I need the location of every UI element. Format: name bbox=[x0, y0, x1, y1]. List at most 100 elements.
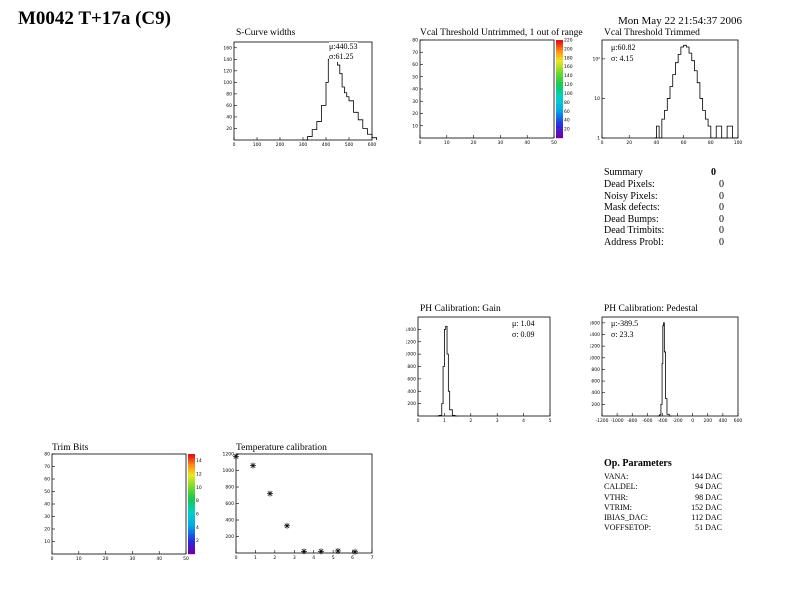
y-tick-label: 20 bbox=[226, 126, 232, 132]
x-tick-label: 5 bbox=[549, 418, 552, 424]
color-scale-bin bbox=[556, 96, 563, 99]
summary-value: 0 bbox=[719, 236, 724, 248]
report-date: Mon May 22 21:54:37 2006 bbox=[618, 15, 743, 27]
ph-gain-title: PH Calibration: Gain bbox=[420, 304, 501, 314]
color-scale-label: 180 bbox=[564, 55, 573, 61]
color-scale-label: 40 bbox=[564, 118, 570, 124]
y-tick-label: 70 bbox=[412, 50, 418, 56]
x-tick-label: 50 bbox=[551, 140, 557, 146]
color-scale-bin bbox=[556, 47, 563, 50]
summary-label: Dead Pixels: bbox=[604, 179, 655, 190]
color-scale-bin bbox=[556, 115, 563, 119]
x-tick-label: 0 bbox=[419, 140, 422, 146]
x-tick-label: -800 bbox=[627, 418, 637, 424]
color-scale-bin bbox=[556, 89, 563, 92]
color-scale-bin bbox=[556, 69, 563, 73]
y-tick-label: 200 bbox=[407, 401, 416, 407]
summary-row: Address Probl: 0 bbox=[604, 237, 724, 249]
color-scale-bin bbox=[556, 42, 563, 46]
y-tick-label: 80 bbox=[226, 91, 232, 97]
summary-label: Mask defects: bbox=[604, 202, 660, 214]
x-tick-label: -400 bbox=[657, 418, 667, 424]
x-tick-label: 400 bbox=[322, 142, 331, 148]
ph-gain-stat-sigma: σ: 0.09 bbox=[512, 330, 535, 339]
trim-bits-title: Trim Bits bbox=[52, 443, 89, 453]
scurve-title: S-Curve widths bbox=[236, 28, 296, 38]
x-tick-label: 60 bbox=[681, 140, 687, 146]
x-tick-label: 100 bbox=[253, 142, 262, 148]
color-scale-bin bbox=[556, 98, 563, 102]
x-tick-label: 2 bbox=[469, 418, 472, 424]
x-tick-label: 10 bbox=[444, 140, 450, 146]
summary-value: 0 bbox=[719, 213, 724, 225]
color-scale-bin bbox=[556, 101, 563, 104]
color-scale-label: 120 bbox=[564, 82, 573, 88]
scurve-stat-mean: μ:440.53 bbox=[329, 42, 358, 51]
color-scale-bin bbox=[556, 118, 563, 122]
scurve-stats: μ:440.53 σ:61.25 bbox=[329, 42, 358, 62]
ph-pedestal-plot: -1200 -1000 -800 -600 -400 -200 0 200 400 6002004… bbox=[590, 316, 742, 424]
y-tick-label: 40 bbox=[226, 114, 232, 120]
x-tick-label: 30 bbox=[498, 140, 504, 146]
color-scale-bin bbox=[556, 76, 563, 80]
color-scale-bin bbox=[556, 135, 563, 139]
summary-value: 0 bbox=[719, 225, 724, 237]
y-tick-label: 60 bbox=[226, 103, 232, 109]
vcal-trimmed-title: Vcal Threshold Trimmed bbox=[604, 28, 700, 38]
y-tick-label: 600 bbox=[591, 379, 600, 385]
y-tick-label: 1600 bbox=[590, 320, 600, 326]
color-scale-bin bbox=[556, 40, 563, 43]
plot-frame bbox=[417, 316, 551, 417]
x-tick-label: 40 bbox=[524, 140, 530, 146]
y-tick-label: 10² bbox=[592, 56, 600, 62]
color-scale-bin bbox=[556, 130, 563, 134]
summary-label: Dead Bumps: bbox=[604, 213, 659, 225]
vcal-trimmed-stat-mean: μ:60.82 bbox=[611, 43, 636, 52]
vcal-untrimmed-title: Vcal Threshold Untrimmed, 1 out of range bbox=[420, 28, 583, 38]
color-scale-bin bbox=[556, 74, 563, 77]
color-scale-label: 160 bbox=[564, 64, 573, 70]
y-tick-label: 30 bbox=[412, 99, 418, 105]
color-scale-bin bbox=[556, 66, 563, 70]
x-tick-label: 0 bbox=[691, 418, 694, 424]
summary-row: Dead Trimbits: 0 bbox=[604, 225, 724, 237]
color-scale-bin bbox=[556, 64, 563, 68]
summary-value: 0 bbox=[719, 179, 724, 190]
y-tick-label: 800 bbox=[407, 364, 416, 370]
x-tick-label: 600 bbox=[368, 142, 377, 148]
x-tick-label: 0 bbox=[601, 140, 604, 146]
histogram-line bbox=[657, 322, 672, 417]
color-scale-bin bbox=[556, 128, 563, 131]
scurve-stat-sigma: σ:61.25 bbox=[329, 52, 354, 61]
ph-pedestal-stats: μ:-389.5 σ: 23.3 bbox=[611, 318, 638, 340]
x-tick-label: -1000 bbox=[611, 418, 624, 424]
y-tick-label: 1400 bbox=[590, 332, 600, 338]
x-tick-label: 200 bbox=[703, 418, 712, 424]
plot-frame bbox=[601, 316, 739, 417]
module-title: M0042 T+17a (C9) bbox=[18, 8, 171, 29]
color-scale-bin bbox=[556, 44, 563, 48]
plot-frame bbox=[419, 39, 555, 139]
y-tick-label: 10 bbox=[594, 96, 600, 102]
summary-value: 0 bbox=[719, 202, 724, 214]
x-tick-label: 20 bbox=[471, 140, 477, 146]
color-scale-bin bbox=[556, 86, 563, 90]
vcal-untrimmed-heatmap: 0 10 20 30 40 5010203040506070802040608010012… bbox=[412, 38, 573, 147]
histogram-line bbox=[303, 47, 377, 141]
y-tick-label: 120 bbox=[223, 68, 232, 74]
color-scale-bin bbox=[556, 133, 563, 136]
color-scale-bin bbox=[556, 123, 563, 126]
y-tick-label: 1400 bbox=[406, 327, 416, 333]
ph-pedestal-stat-mean: μ:-389.5 bbox=[611, 319, 639, 328]
summary-row: Dead Bumps: 0 bbox=[604, 214, 724, 226]
ph-gain-plot: 012345200400600800100012001400 bbox=[406, 316, 552, 424]
y-tick-label: 20 bbox=[412, 111, 418, 117]
y-tick-label: 140 bbox=[223, 57, 232, 63]
color-scale-bin bbox=[556, 113, 563, 117]
y-tick-label: 40 bbox=[412, 87, 418, 93]
x-tick-label: 500 bbox=[345, 142, 354, 148]
y-tick-label: 1200 bbox=[590, 344, 600, 350]
summary-value: 0 bbox=[719, 190, 724, 202]
y-tick-label: 50 bbox=[412, 74, 418, 80]
y-tick-label: 1200 bbox=[406, 339, 416, 345]
